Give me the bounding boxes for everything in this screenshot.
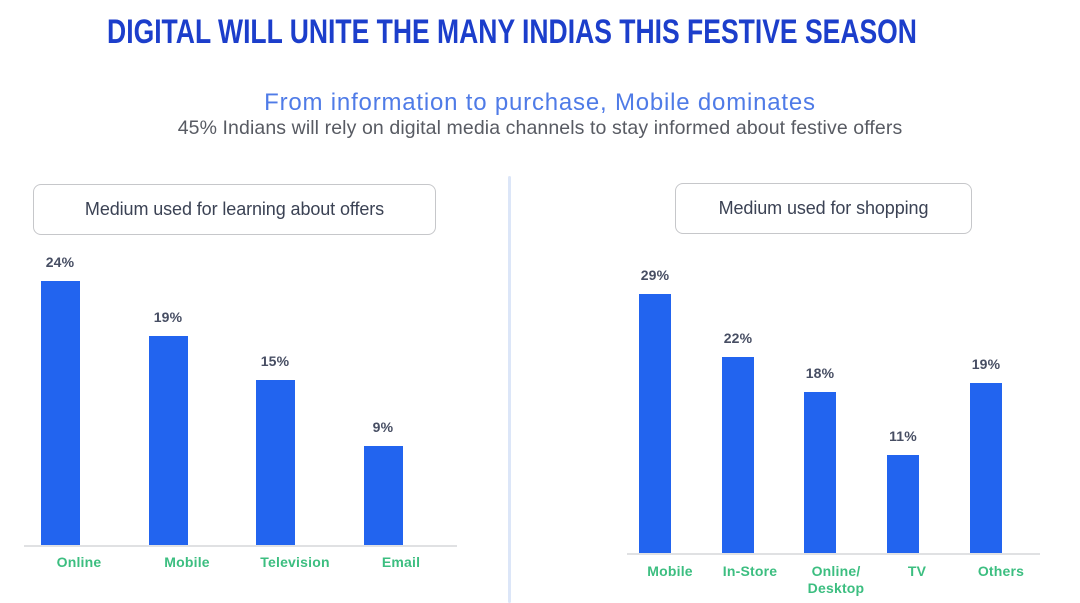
axis-category-label-television: Television — [260, 554, 330, 570]
right-chart-title: Medium used for shopping — [718, 198, 929, 218]
page-title: DIGITAL WILL UNITE THE MANY INDIAS THIS … — [107, 13, 917, 51]
axis-category-label-tv: TV — [907, 563, 927, 579]
bar-email — [363, 446, 403, 545]
bar-television — [255, 380, 295, 545]
bar-value-label-mobile: 19% — [153, 309, 183, 325]
bar-value-label-in-store: 22% — [723, 330, 753, 346]
bar-value-label-email: 9% — [372, 419, 394, 435]
axis-category-label-mobile: Mobile — [164, 554, 210, 570]
bar-mobile — [639, 294, 671, 553]
bar-value-label-online: 24% — [45, 254, 75, 270]
axis-category-label-online-desktop: Online/ Desktop — [807, 563, 865, 596]
axis-category-label-mobile: Mobile — [647, 563, 693, 579]
axis-category-label-in-store: In-Store — [722, 563, 778, 579]
axis-baseline — [24, 545, 457, 547]
bar-tv — [887, 455, 919, 553]
bar-online-desktop — [804, 392, 836, 553]
description-text: 45% Indians will rely on digital media c… — [177, 117, 903, 139]
left-chart-title-box: Medium used for learning about offers — [33, 184, 436, 235]
axis-category-label-others: Others — [977, 563, 1025, 579]
axis-category-label-email: Email — [381, 554, 421, 570]
bar-value-label-television: 15% — [260, 353, 290, 369]
bar-value-label-tv: 11% — [889, 428, 917, 444]
left-chart-title: Medium used for learning about offers — [84, 199, 385, 219]
bar-value-label-others: 19% — [971, 356, 1001, 372]
bar-others — [970, 383, 1002, 553]
subtitle: From information to purchase, Mobile dom… — [264, 89, 816, 116]
bar-in-store — [722, 357, 754, 553]
bar-online — [40, 281, 80, 545]
bar-mobile — [148, 336, 188, 545]
right-chart-title-box: Medium used for shopping — [675, 183, 972, 234]
bar-value-label-online-desktop: 18% — [805, 365, 835, 381]
vertical-divider — [508, 176, 511, 603]
axis-category-label-online: Online — [56, 554, 102, 570]
bar-value-label-mobile: 29% — [640, 267, 670, 283]
axis-baseline — [627, 553, 1040, 555]
